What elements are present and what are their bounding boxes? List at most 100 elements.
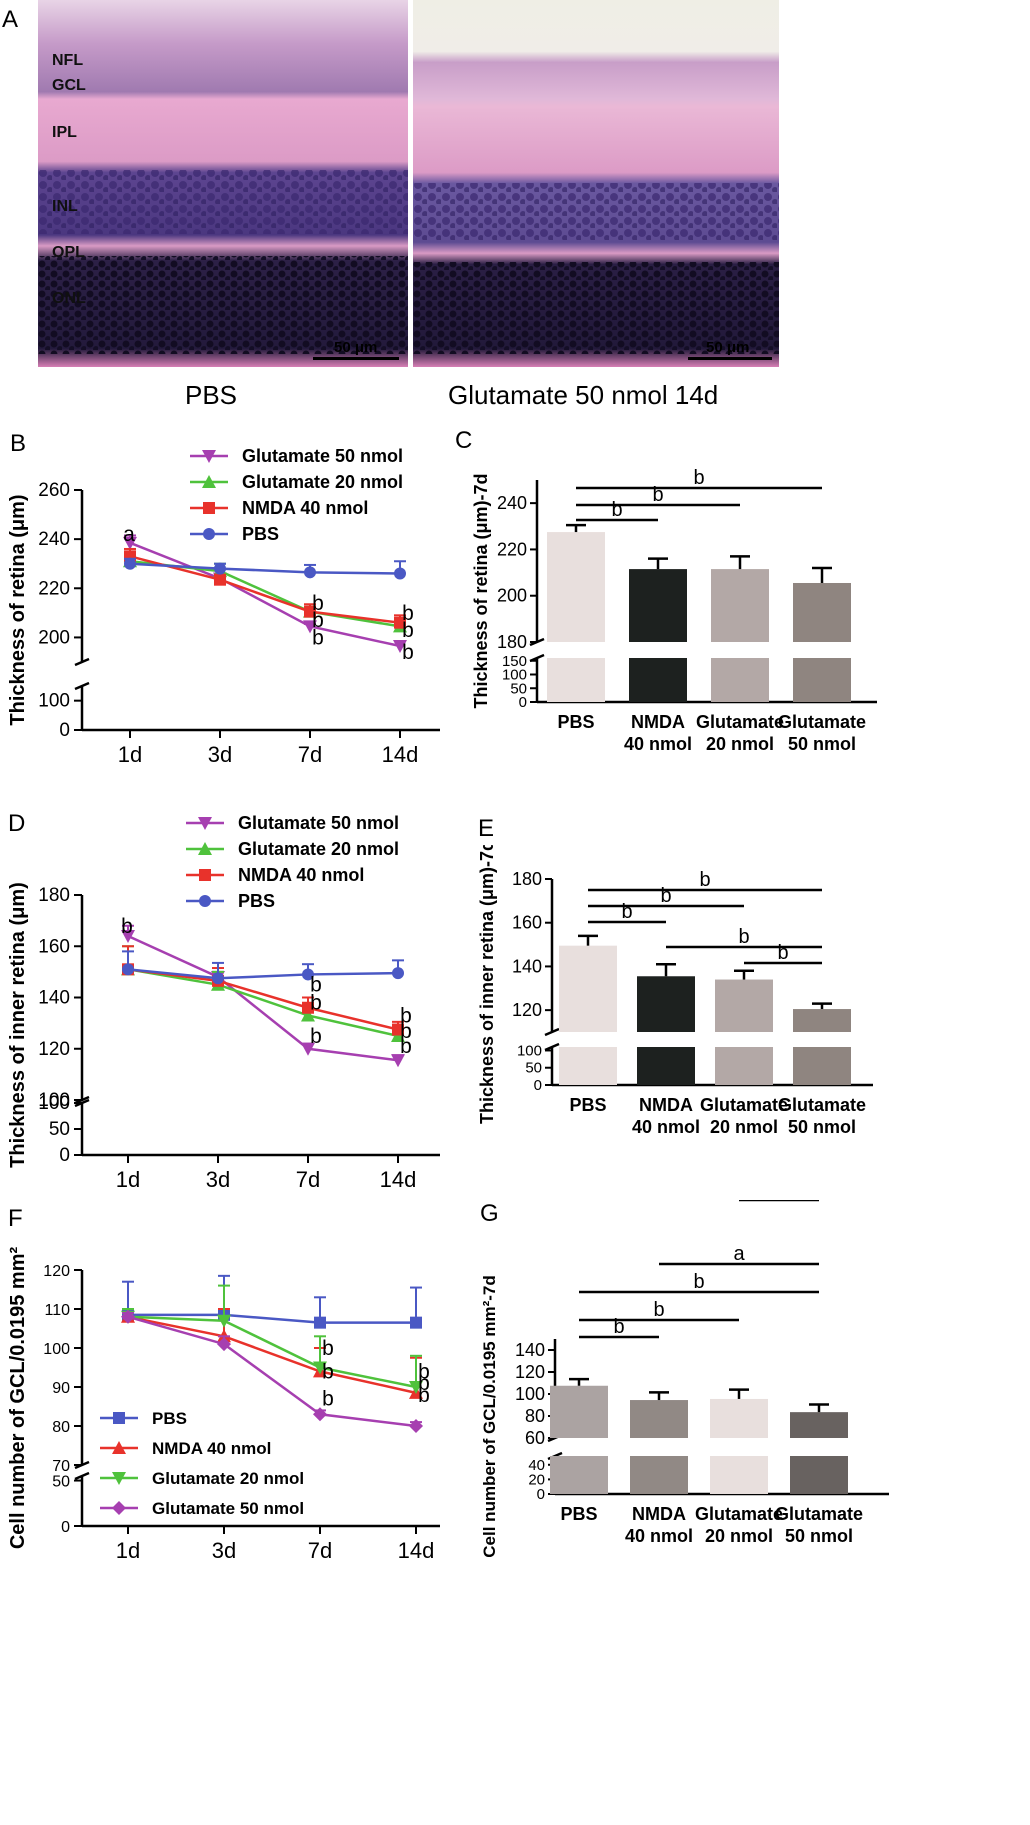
y-tick-label: 240 bbox=[497, 493, 527, 513]
y-tick-label: 50 bbox=[52, 1474, 70, 1491]
panel-label-b: B bbox=[10, 430, 27, 457]
significance-letter: b bbox=[402, 641, 414, 664]
data-point bbox=[393, 640, 407, 654]
significance-letter: b bbox=[310, 1025, 322, 1048]
x-tick-label: Glutamate bbox=[700, 1095, 788, 1115]
significance-letter: b bbox=[322, 1337, 334, 1360]
y-axis-label: Cell number of GCL/0.0195 mm² bbox=[7, 1247, 29, 1550]
series-line bbox=[129, 555, 401, 624]
x-tick-label: PBS bbox=[569, 1095, 606, 1115]
y-tick-label: 180 bbox=[512, 869, 542, 889]
bar-base bbox=[793, 658, 851, 702]
panel-label-a: A bbox=[2, 6, 19, 33]
axis-break-mark bbox=[544, 1042, 560, 1052]
significance-letter: b bbox=[400, 1020, 412, 1043]
y-tick-label: 50 bbox=[525, 1060, 542, 1077]
x-tick-label: 50 nmol bbox=[785, 1526, 853, 1546]
legend-marker bbox=[112, 1441, 126, 1454]
y-tick-label: 200 bbox=[38, 627, 70, 648]
x-tick-label: 1d bbox=[116, 1538, 140, 1563]
significance-letter: b bbox=[322, 1360, 334, 1383]
y-tick-label: 140 bbox=[38, 988, 70, 1009]
data-point bbox=[392, 967, 404, 980]
data-point bbox=[214, 562, 226, 575]
bar bbox=[629, 569, 687, 642]
x-tick-label: 14d bbox=[398, 1538, 435, 1563]
bar-base bbox=[547, 658, 605, 702]
layer-label-inl: INL bbox=[52, 198, 78, 215]
y-tick-label: 0 bbox=[59, 720, 70, 741]
x-tick-label: 20 nmol bbox=[706, 734, 774, 754]
significance-letter: b bbox=[613, 1316, 624, 1338]
data-point bbox=[409, 1419, 423, 1433]
data-point bbox=[302, 968, 314, 981]
legend-marker bbox=[203, 528, 215, 540]
y-tick-label: 160 bbox=[38, 936, 70, 957]
significance-letter: b bbox=[660, 885, 671, 907]
data-point bbox=[121, 930, 135, 943]
layer-label-opl: OPL bbox=[52, 244, 85, 261]
significance-letter: b bbox=[310, 974, 322, 997]
data-point bbox=[313, 1361, 327, 1375]
y-tick-label: 100 bbox=[38, 1093, 70, 1114]
x-tick-label: 20 nmol bbox=[710, 1117, 778, 1137]
legend-label: Glutamate 20 nmol bbox=[238, 839, 399, 859]
legend-label: PBS bbox=[242, 524, 279, 544]
y-tick-label: 140 bbox=[512, 956, 542, 976]
x-tick-label: 3d bbox=[206, 1167, 230, 1192]
y-tick-label: 50 bbox=[49, 1119, 70, 1140]
panel-label-f: F bbox=[8, 1205, 23, 1232]
y-tick-label: 0 bbox=[59, 1145, 70, 1166]
y-tick-label: 40 bbox=[528, 1457, 545, 1474]
significance-letter: b bbox=[699, 869, 710, 891]
y-axis-label: Thickness of retina (μm) bbox=[7, 494, 29, 725]
x-tick-label: NMDA bbox=[631, 712, 685, 732]
bar bbox=[711, 569, 769, 642]
legend-label: NMDA 40 nmol bbox=[152, 1439, 271, 1458]
bar bbox=[715, 979, 773, 1032]
significance-letter: a bbox=[773, 1200, 785, 1205]
data-point bbox=[314, 1316, 326, 1329]
x-tick-label: 3d bbox=[212, 1538, 236, 1563]
axis-break-mark bbox=[544, 1027, 560, 1037]
axis-break-mark bbox=[74, 681, 90, 691]
scale-bar-right bbox=[688, 357, 772, 360]
data-point bbox=[409, 1381, 423, 1394]
significance-letter: b bbox=[418, 1384, 430, 1407]
x-tick-label: 1d bbox=[116, 1167, 140, 1192]
series-line bbox=[127, 934, 399, 1062]
data-point bbox=[303, 620, 317, 634]
bar-base bbox=[637, 1047, 695, 1085]
y-tick-label: 120 bbox=[512, 1000, 542, 1020]
bar-base bbox=[715, 1047, 773, 1085]
bar-base bbox=[629, 658, 687, 702]
bar-base bbox=[710, 1456, 768, 1494]
bar bbox=[559, 945, 617, 1032]
significance-letter: b bbox=[418, 1372, 430, 1395]
y-axis-label: Thickness of retina (μm)-7d bbox=[471, 473, 491, 708]
y-tick-label: 120 bbox=[43, 1263, 70, 1280]
layer-label-onl: ONL bbox=[52, 290, 86, 307]
data-point bbox=[394, 616, 406, 629]
data-point bbox=[394, 567, 406, 580]
legend-marker bbox=[202, 475, 216, 488]
histology-image-pbs bbox=[38, 0, 408, 367]
caption-glutamate: Glutamate 50 nmol 14d bbox=[448, 380, 719, 410]
legend-label: Glutamate 50 nmol bbox=[152, 1499, 304, 1518]
y-tick-label: 180 bbox=[38, 885, 70, 906]
y-tick-label: 240 bbox=[38, 529, 70, 550]
x-tick-label: 7d bbox=[308, 1538, 332, 1563]
y-tick-label: 220 bbox=[38, 578, 70, 599]
x-tick-label: NMDA bbox=[639, 1095, 693, 1115]
y-tick-label: 120 bbox=[515, 1362, 545, 1382]
y-axis-label: Thickness of inner retina (μm) bbox=[7, 882, 29, 1168]
x-tick-label: Glutamate bbox=[695, 1504, 783, 1524]
axis-break-mark bbox=[74, 657, 90, 667]
x-tick-label: 20 nmol bbox=[705, 1526, 773, 1546]
y-tick-label: 150 bbox=[502, 653, 527, 670]
scale-bar-label-left: 50 μm bbox=[334, 339, 378, 356]
